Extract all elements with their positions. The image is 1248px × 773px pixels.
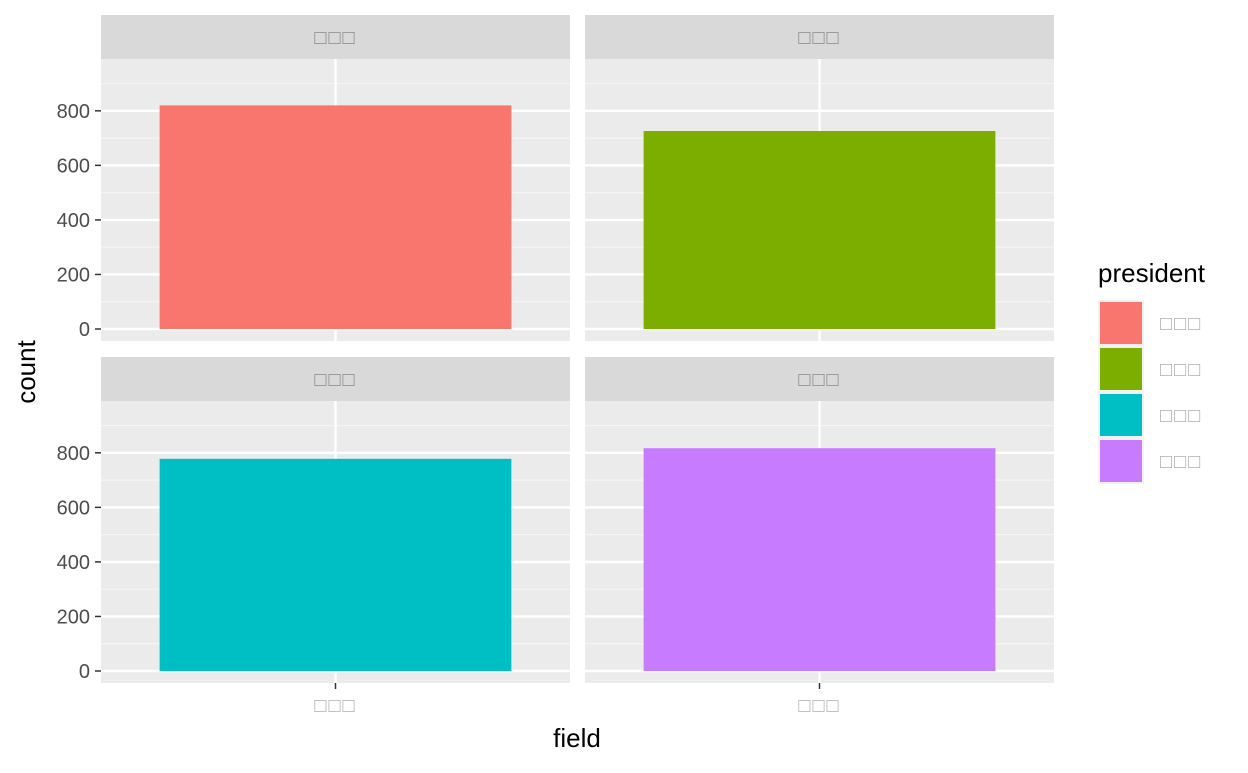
y-tick-label: 800: [57, 443, 90, 465]
y-tick-label: 0: [79, 319, 90, 341]
facet-strip-label: □□□: [314, 369, 356, 391]
bar: [643, 448, 996, 671]
y-tick-label: 600: [57, 155, 90, 177]
legend-label: □□□: [1160, 359, 1202, 381]
facet-strip-label: □□□: [798, 369, 840, 391]
x-tick-label: □□□: [314, 695, 356, 717]
panels-layer: □□□0200400600800□□□□□□0200400600800□□□□□…: [57, 15, 1054, 717]
y-tick-label: 400: [57, 552, 90, 574]
bar: [159, 458, 512, 671]
legend-key-swatch: [1100, 440, 1142, 482]
y-tick-label: 400: [57, 210, 90, 232]
legend-label: □□□: [1160, 405, 1202, 427]
y-tick-label: 600: [57, 497, 90, 519]
facet-panel: □□□: [585, 15, 1054, 341]
y-axis-title: count: [11, 339, 41, 403]
legend-item: □□□: [1098, 346, 1202, 392]
bar: [159, 105, 512, 329]
facet-panel: □□□ 0 200 400 600 800: [57, 15, 570, 341]
y-tick-label: 200: [57, 606, 90, 628]
legend-key-swatch: [1100, 302, 1142, 344]
legend-label: □□□: [1160, 313, 1202, 335]
legend: president □□□ □□□ □□□ □□□: [1098, 258, 1206, 484]
facet-panel: □□□ □□□: [585, 357, 1054, 717]
facet-panel: □□□ 0 200 400 600 800 □□□: [57, 357, 570, 717]
legend-title: president: [1098, 258, 1206, 288]
facet-strip: [101, 357, 570, 401]
facet-strip-label: □□□: [798, 27, 840, 49]
facet-strip-label: □□□: [314, 27, 356, 49]
facet-strip: [585, 15, 1054, 59]
legend-label: □□□: [1160, 451, 1202, 473]
x-tick-label: □□□: [798, 695, 840, 717]
legend-item: □□□: [1098, 392, 1202, 438]
y-tick-label: 0: [79, 661, 90, 683]
legend-item: □□□: [1098, 438, 1202, 484]
x-axis-title: field: [553, 723, 601, 753]
legend-item: □□□: [1098, 300, 1202, 346]
facet-strip: [585, 357, 1054, 401]
legend-key-swatch: [1100, 394, 1142, 436]
facet-strip: [101, 15, 570, 59]
legend-key-swatch: [1100, 348, 1142, 390]
y-tick-label: 200: [57, 264, 90, 286]
y-tick-label: 800: [57, 101, 90, 123]
bar: [643, 131, 996, 329]
